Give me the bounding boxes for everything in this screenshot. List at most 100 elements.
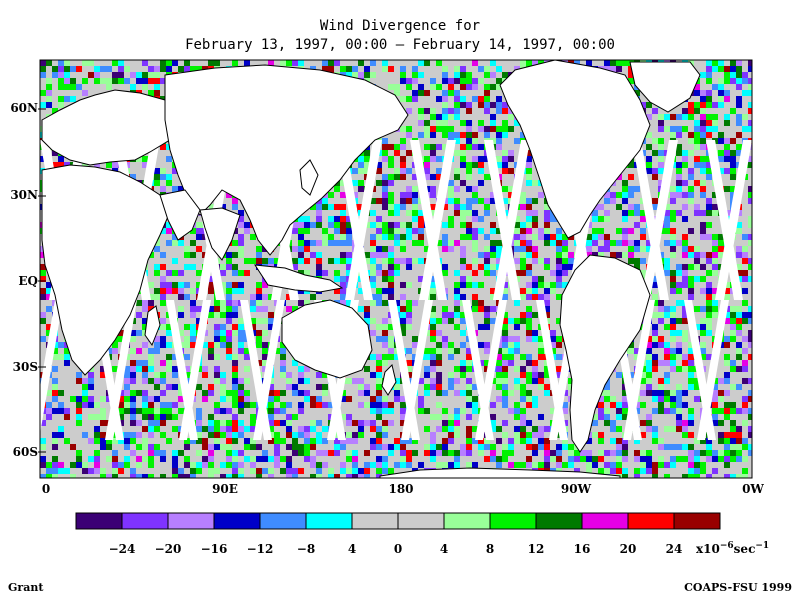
divergence-cell — [430, 288, 436, 294]
divergence-cell — [310, 246, 316, 252]
divergence-cell — [310, 228, 316, 234]
divergence-cell — [394, 270, 400, 276]
divergence-cell — [718, 120, 724, 126]
divergence-cell — [622, 258, 628, 264]
divergence-cell — [688, 138, 694, 144]
divergence-cell — [358, 66, 364, 72]
divergence-cell — [430, 276, 436, 282]
divergence-cell — [688, 192, 694, 198]
divergence-cell — [160, 174, 166, 180]
divergence-cell — [712, 222, 718, 228]
divergence-cell — [232, 282, 238, 288]
divergence-cell — [622, 216, 628, 222]
divergence-cell — [190, 60, 196, 66]
divergence-cell — [652, 216, 658, 222]
divergence-cell — [676, 132, 682, 138]
divergence-cell — [688, 264, 694, 270]
divergence-cell — [742, 72, 748, 78]
divergence-cell — [484, 204, 490, 210]
divergence-cell — [382, 258, 388, 264]
divergence-cell — [316, 228, 322, 234]
divergence-cell — [670, 234, 676, 240]
divergence-cell — [400, 228, 406, 234]
divergence-cell — [172, 66, 178, 72]
divergence-cell — [544, 228, 550, 234]
divergence-cell — [394, 246, 400, 252]
divergence-cell — [250, 276, 256, 282]
divergence-cell — [40, 78, 46, 84]
divergence-cell — [712, 228, 718, 234]
divergence-cell — [682, 258, 688, 264]
divergence-cell — [616, 180, 622, 186]
divergence-cell — [472, 180, 478, 186]
divergence-cell — [166, 294, 172, 300]
divergence-cell — [484, 78, 490, 84]
divergence-cell — [724, 282, 730, 288]
divergence-cell — [478, 132, 484, 138]
divergence-cell — [670, 210, 676, 216]
divergence-cell — [622, 234, 628, 240]
divergence-cell — [346, 258, 352, 264]
divergence-cell — [148, 270, 154, 276]
divergence-cell — [664, 234, 670, 240]
divergence-cell — [562, 258, 568, 264]
divergence-cell — [496, 120, 502, 126]
divergence-cell — [388, 168, 394, 174]
divergence-cell — [640, 234, 646, 240]
divergence-cell — [670, 222, 676, 228]
divergence-cell — [706, 186, 712, 192]
divergence-cell — [682, 276, 688, 282]
divergence-cell — [232, 204, 238, 210]
divergence-cell — [472, 162, 478, 168]
divergence-cell — [166, 288, 172, 294]
divergence-cell — [94, 90, 100, 96]
divergence-cell — [532, 60, 538, 66]
divergence-cell — [328, 240, 334, 246]
divergence-cell — [88, 72, 94, 78]
divergence-cell — [652, 210, 658, 216]
divergence-cell — [460, 222, 466, 228]
divergence-cell — [478, 66, 484, 72]
divergence-cell — [310, 258, 316, 264]
divergence-cell — [190, 228, 196, 234]
divergence-cell — [358, 60, 364, 66]
divergence-cell — [388, 264, 394, 270]
divergence-cell — [340, 240, 346, 246]
divergence-cell — [418, 126, 424, 132]
divergence-cell — [616, 192, 622, 198]
divergence-cell — [622, 192, 628, 198]
divergence-cell — [718, 228, 724, 234]
divergence-cell — [238, 222, 244, 228]
divergence-cell — [262, 306, 268, 312]
divergence-cell — [322, 60, 328, 66]
divergence-cell — [520, 222, 526, 228]
divergence-cell — [532, 276, 538, 282]
divergence-cell — [478, 90, 484, 96]
divergence-cell — [556, 270, 562, 276]
divergence-cell — [460, 180, 466, 186]
divergence-cell — [502, 294, 508, 300]
divergence-cell — [382, 168, 388, 174]
divergence-cell — [154, 246, 160, 252]
divergence-cell — [136, 168, 142, 174]
divergence-cell — [256, 252, 262, 258]
divergence-cell — [466, 114, 472, 120]
divergence-cell — [52, 162, 58, 168]
divergence-cell — [160, 150, 166, 156]
divergence-cell — [310, 240, 316, 246]
divergence-cell — [736, 270, 742, 276]
divergence-cell — [538, 234, 544, 240]
divergence-cell — [700, 150, 706, 156]
divergence-cell — [148, 78, 154, 84]
divergence-cell — [700, 156, 706, 162]
divergence-cell — [148, 66, 154, 72]
divergence-cell — [700, 102, 706, 108]
divergence-cell — [718, 60, 724, 66]
divergence-cell — [682, 132, 688, 138]
divergence-cell — [448, 246, 454, 252]
divergence-cell — [526, 276, 532, 282]
divergence-cell — [130, 84, 136, 90]
divergence-cell — [748, 96, 752, 102]
divergence-cell — [466, 234, 472, 240]
divergence-cell — [256, 270, 262, 276]
